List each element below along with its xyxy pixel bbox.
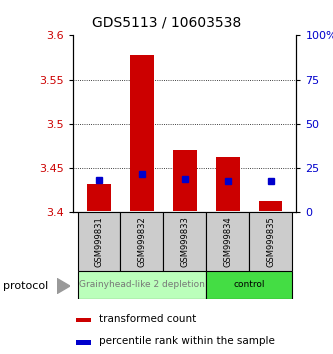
Text: GSM999834: GSM999834 (223, 216, 232, 267)
Bar (78, 212, 121, 271)
Bar (249, 212, 292, 271)
Bar (78, 271, 206, 299)
Bar (216, 157, 239, 211)
Text: GSM999832: GSM999832 (138, 216, 147, 267)
Text: GSM999833: GSM999833 (180, 216, 189, 267)
Text: GSM999831: GSM999831 (95, 216, 104, 267)
Bar (206, 212, 249, 271)
Bar (87, 184, 111, 211)
Bar (259, 201, 282, 211)
Text: GSM999835: GSM999835 (266, 216, 275, 267)
Text: GDS5113 / 10603538: GDS5113 / 10603538 (92, 16, 241, 30)
Bar (164, 212, 206, 271)
Bar (76, 318, 92, 322)
Text: percentile rank within the sample: percentile rank within the sample (99, 336, 275, 346)
Bar (173, 150, 196, 211)
Text: control: control (233, 280, 265, 290)
Polygon shape (57, 278, 70, 294)
Text: protocol: protocol (3, 281, 49, 291)
Bar (121, 212, 164, 271)
Bar (130, 55, 154, 211)
Bar (206, 271, 292, 299)
Text: Grainyhead-like 2 depletion: Grainyhead-like 2 depletion (79, 280, 205, 290)
Bar (76, 341, 92, 345)
Text: transformed count: transformed count (99, 314, 196, 324)
